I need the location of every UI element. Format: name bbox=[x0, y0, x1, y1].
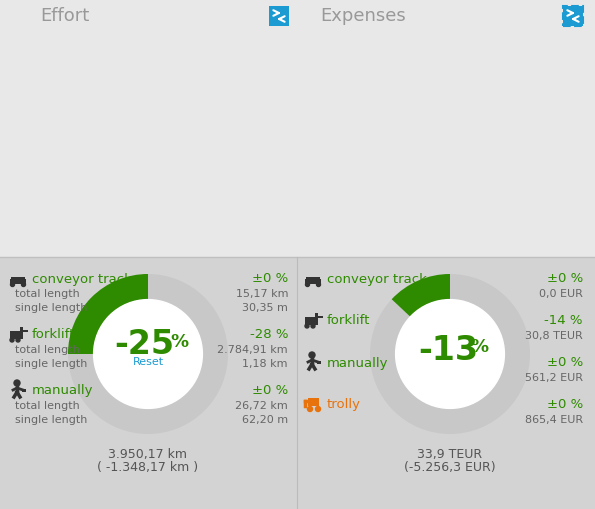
Circle shape bbox=[93, 300, 202, 409]
Wedge shape bbox=[68, 274, 228, 434]
Text: %: % bbox=[170, 332, 188, 350]
Text: 2.784,91 km: 2.784,91 km bbox=[217, 344, 288, 354]
Text: -25: -25 bbox=[114, 328, 174, 361]
Bar bbox=[10, 279, 26, 285]
Text: 1,18 km: 1,18 km bbox=[243, 358, 288, 369]
Bar bbox=[305, 279, 321, 285]
Circle shape bbox=[309, 352, 315, 358]
Circle shape bbox=[14, 380, 20, 386]
Text: 561,2 EUR: 561,2 EUR bbox=[525, 372, 583, 382]
Circle shape bbox=[10, 338, 14, 343]
Text: 30,35 m: 30,35 m bbox=[242, 302, 288, 313]
Bar bbox=[317, 361, 321, 364]
Text: 30,8 TEUR: 30,8 TEUR bbox=[525, 330, 583, 341]
Text: manually: manually bbox=[327, 356, 389, 369]
Bar bbox=[0, 0, 595, 258]
Bar bbox=[11, 277, 25, 279]
Text: ±0 %: ±0 % bbox=[252, 272, 288, 285]
Bar bbox=[10, 331, 20, 340]
Bar bbox=[306, 277, 320, 279]
Text: conveyor track: conveyor track bbox=[32, 272, 132, 285]
Text: Effort: Effort bbox=[40, 7, 89, 25]
Bar bbox=[305, 318, 315, 325]
Text: (-5.256,3 EUR): (-5.256,3 EUR) bbox=[404, 461, 496, 473]
Circle shape bbox=[305, 324, 309, 328]
Text: %: % bbox=[470, 337, 488, 355]
Circle shape bbox=[315, 407, 321, 412]
Text: Reset: Reset bbox=[133, 356, 164, 366]
Wedge shape bbox=[68, 274, 148, 354]
Text: forklift: forklift bbox=[32, 328, 76, 341]
Circle shape bbox=[311, 324, 315, 328]
Text: 15,17 km: 15,17 km bbox=[236, 289, 288, 298]
Text: 33,9 TEUR: 33,9 TEUR bbox=[418, 447, 483, 461]
Text: single length: single length bbox=[15, 414, 87, 424]
Text: single length: single length bbox=[15, 358, 87, 369]
Bar bbox=[22, 389, 26, 392]
Text: 26,72 km: 26,72 km bbox=[235, 400, 288, 410]
Text: total length: total length bbox=[15, 344, 80, 354]
Text: -13: -13 bbox=[418, 333, 478, 366]
Circle shape bbox=[308, 407, 312, 412]
Wedge shape bbox=[370, 274, 530, 434]
Text: total length: total length bbox=[15, 289, 80, 298]
Bar bbox=[315, 314, 318, 325]
Text: ±0 %: ±0 % bbox=[252, 384, 288, 397]
Wedge shape bbox=[392, 274, 450, 317]
FancyBboxPatch shape bbox=[563, 7, 583, 27]
Text: -14 %: -14 % bbox=[544, 314, 583, 327]
Bar bbox=[308, 398, 319, 406]
Text: single length: single length bbox=[15, 302, 87, 313]
Text: Expenses: Expenses bbox=[320, 7, 406, 25]
Text: conveyor track: conveyor track bbox=[327, 272, 427, 285]
Circle shape bbox=[11, 283, 14, 287]
Bar bbox=[23, 330, 27, 332]
Circle shape bbox=[16, 338, 20, 343]
Circle shape bbox=[396, 300, 505, 409]
Text: trolly: trolly bbox=[327, 398, 361, 411]
Text: ( -1.348,17 km ): ( -1.348,17 km ) bbox=[98, 461, 199, 473]
Text: 0,0 EUR: 0,0 EUR bbox=[539, 289, 583, 298]
Circle shape bbox=[317, 283, 321, 287]
Circle shape bbox=[305, 283, 309, 287]
Text: manually: manually bbox=[32, 384, 93, 397]
Text: -28 %: -28 % bbox=[249, 328, 288, 341]
Text: forklift: forklift bbox=[327, 314, 370, 327]
Text: ±0 %: ±0 % bbox=[547, 356, 583, 369]
Text: ±0 %: ±0 % bbox=[547, 272, 583, 285]
Bar bbox=[20, 327, 23, 340]
Bar bbox=[0, 258, 595, 509]
Text: ±0 %: ±0 % bbox=[547, 398, 583, 411]
Bar bbox=[318, 317, 322, 318]
Text: 3.950,17 km: 3.950,17 km bbox=[108, 447, 187, 461]
Text: 62,20 m: 62,20 m bbox=[242, 414, 288, 424]
Text: 865,4 EUR: 865,4 EUR bbox=[525, 414, 583, 424]
Circle shape bbox=[21, 283, 26, 287]
Text: total length: total length bbox=[15, 400, 80, 410]
FancyBboxPatch shape bbox=[269, 7, 289, 27]
